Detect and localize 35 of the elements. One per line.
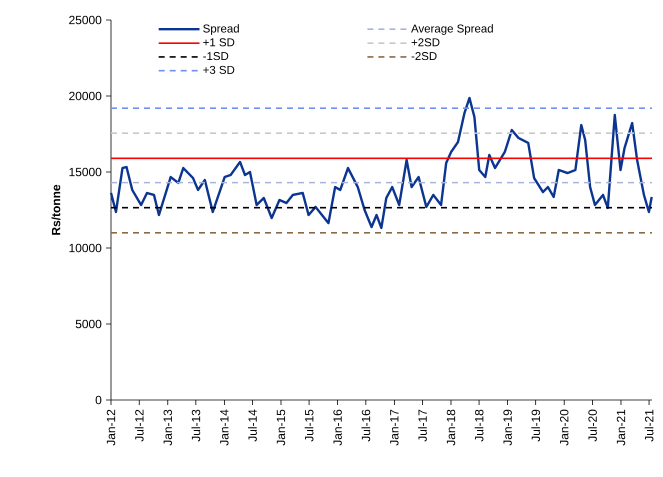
x-tick-label: Jul-19 (531, 410, 540, 442)
x-tick-label: Jan-17 (390, 410, 399, 446)
legend-label: Average Spread (411, 24, 493, 35)
y-tick-label: 0 (96, 396, 102, 404)
legend-label: +2SD (412, 38, 440, 46)
legend-label: -2SD (412, 52, 437, 60)
x-tick-label: Jan-14 (220, 410, 229, 446)
x-tick-label: Jan-18 (446, 410, 456, 446)
x-tick-label: Jul-13 (191, 410, 200, 442)
x-tick-label: Jan-20 (560, 410, 568, 446)
x-tick-label: Jul-16 (361, 410, 370, 442)
legend-label: +1 SD (203, 38, 234, 46)
y-axis-title: Rs/tonne (52, 184, 60, 235)
x-tick-label: Jan-19 (503, 410, 512, 446)
legend-label: Spread (203, 24, 239, 35)
y-tick-label: 15000 (69, 168, 102, 176)
legend-label: +3 SD (203, 66, 234, 74)
x-tick-label: Jul-20 (588, 410, 597, 442)
x-tick-label: Jan-15 (276, 410, 286, 446)
y-tick-label: 25000 (69, 16, 102, 24)
x-tick-label: Jul-12 (134, 410, 144, 442)
legend-label: -1SD (203, 52, 228, 60)
x-tick-label: Jul-15 (304, 410, 314, 442)
y-tick-label: 5000 (76, 320, 102, 328)
y-tick-label: 20000 (69, 92, 102, 100)
x-tick-label: Jul-14 (248, 410, 257, 442)
x-tick-label: Jan-21 (616, 410, 626, 446)
x-tick-label: Jul-18 (474, 410, 484, 442)
y-tick-label: 10000 (69, 244, 102, 252)
x-tick-label: Jul-17 (418, 410, 427, 442)
x-tick-label: Jul-21 (644, 410, 654, 442)
x-tick-label: Jan-12 (106, 410, 116, 446)
line-series (110, 96, 653, 230)
x-tick-label: Jan-16 (333, 410, 342, 446)
x-tick-label: Jan-13 (164, 410, 172, 446)
